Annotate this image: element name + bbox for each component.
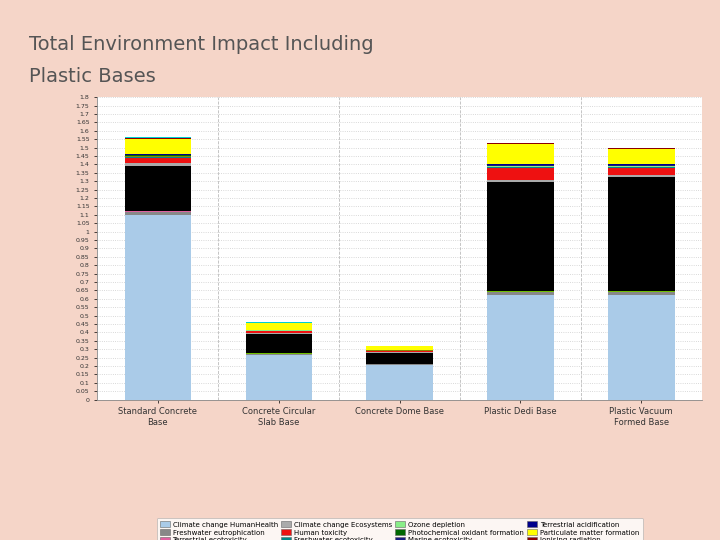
Bar	[366, 353, 433, 364]
Bar	[125, 137, 191, 138]
Bar	[608, 177, 675, 292]
Text: Total Environment Impact Including: Total Environment Impact Including	[29, 35, 374, 54]
Bar	[487, 182, 554, 292]
Bar	[125, 157, 191, 158]
Bar	[246, 334, 312, 353]
Bar	[125, 139, 191, 154]
Bar	[487, 144, 554, 164]
Bar	[487, 143, 554, 144]
Bar	[366, 346, 433, 349]
Bar	[608, 164, 675, 165]
Bar	[487, 167, 554, 168]
Bar	[246, 355, 312, 400]
Bar	[487, 295, 554, 400]
Bar	[608, 148, 675, 149]
Bar	[125, 158, 191, 163]
Bar	[246, 323, 312, 329]
Bar	[246, 354, 312, 355]
Bar	[366, 352, 433, 353]
Bar	[246, 333, 312, 334]
Bar	[366, 365, 433, 400]
Bar	[608, 149, 675, 164]
Bar	[608, 167, 675, 168]
Bar	[608, 168, 675, 174]
Bar	[125, 166, 191, 211]
Bar	[246, 331, 312, 333]
Bar	[608, 295, 675, 400]
Bar	[487, 164, 554, 165]
Text: Plastic Bases: Plastic Bases	[29, 68, 156, 86]
Bar	[125, 212, 191, 215]
Bar	[487, 180, 554, 182]
Bar	[608, 174, 675, 177]
Bar	[366, 364, 433, 365]
Bar	[125, 138, 191, 139]
Bar	[125, 163, 191, 166]
Bar	[487, 168, 554, 180]
Bar	[487, 292, 554, 295]
Bar	[125, 215, 191, 400]
Legend: Climate change HumanHealth, Freshwater eutrophication, Terrestrial ecotoxicity, : Climate change HumanHealth, Freshwater e…	[156, 518, 643, 540]
Bar	[366, 351, 433, 352]
Bar	[608, 292, 675, 295]
